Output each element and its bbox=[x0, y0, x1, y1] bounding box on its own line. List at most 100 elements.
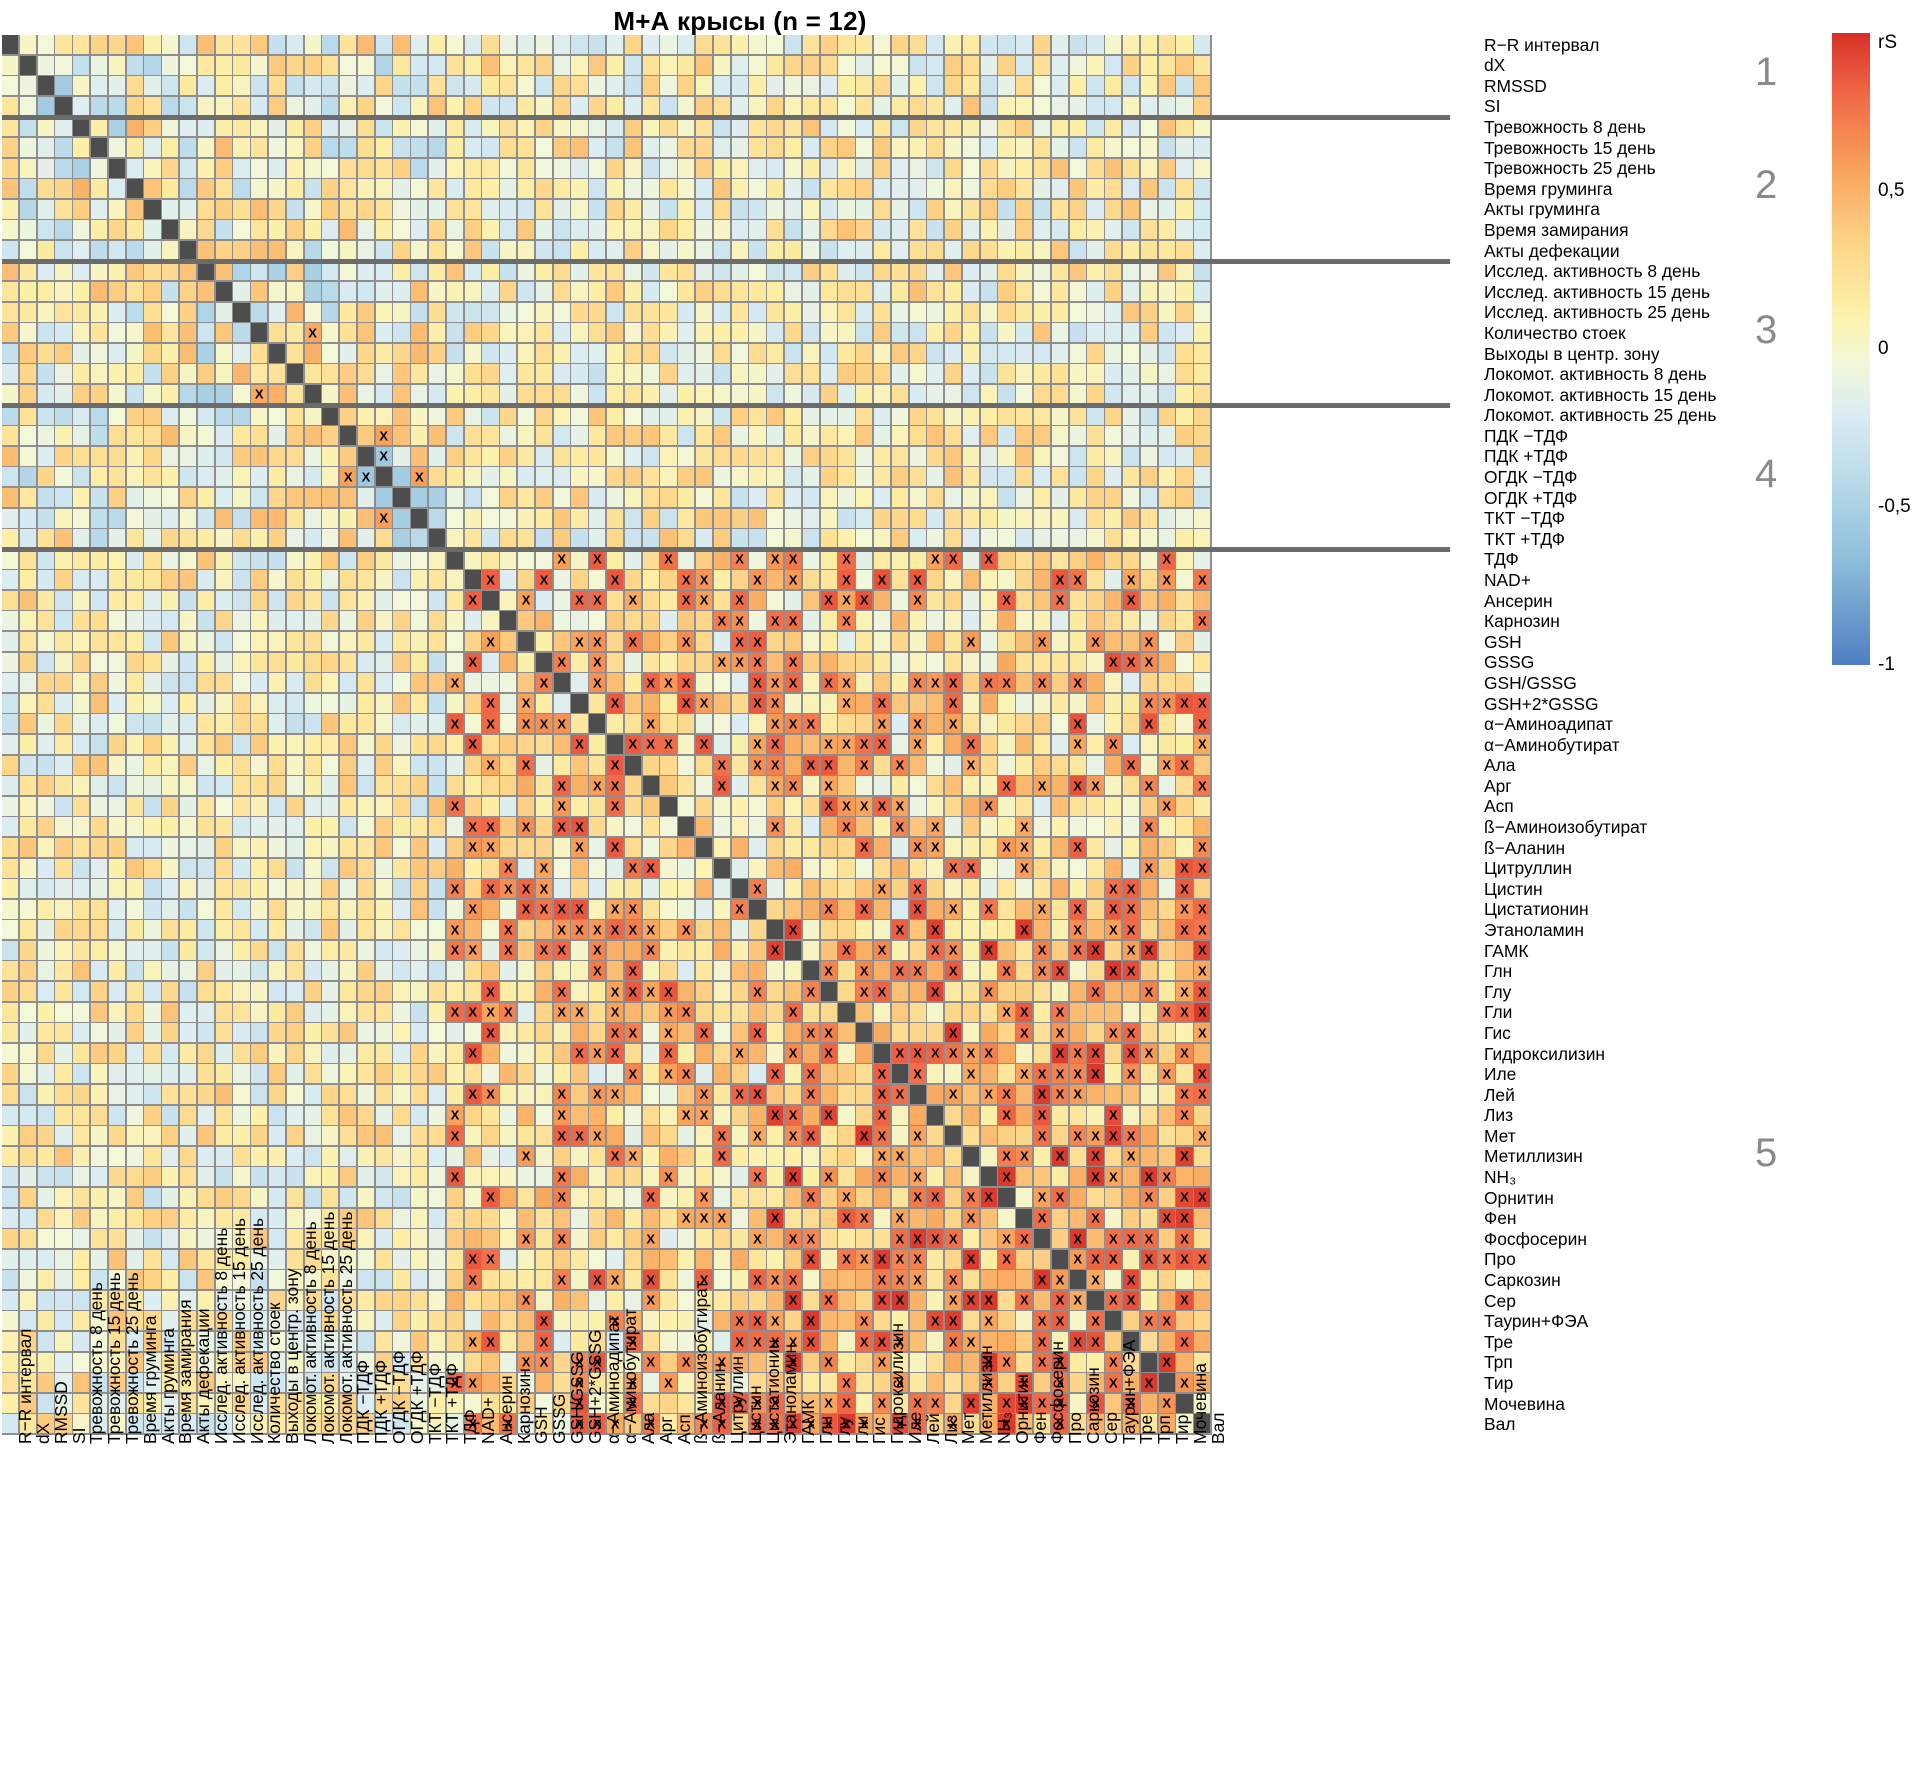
heatmap-cell: X bbox=[1051, 590, 1069, 610]
heatmap-cell bbox=[126, 158, 143, 178]
heatmap-cell: X bbox=[1034, 1311, 1051, 1331]
heatmap-cell bbox=[90, 1064, 108, 1084]
heatmap-cell bbox=[838, 158, 855, 178]
heatmap-cell bbox=[1176, 1270, 1193, 1290]
heatmap-cell bbox=[429, 1043, 446, 1063]
heatmap-cell bbox=[162, 76, 179, 96]
heatmap-cell bbox=[144, 96, 161, 116]
heatmap-cell bbox=[55, 405, 72, 425]
heatmap-cell bbox=[1105, 240, 1122, 260]
heatmap-cell bbox=[998, 220, 1015, 240]
heatmap-cell: X bbox=[518, 879, 535, 899]
heatmap-cell bbox=[197, 426, 214, 446]
heatmap-cell bbox=[322, 343, 339, 363]
heatmap-cell bbox=[429, 1167, 446, 1187]
heatmap-cell bbox=[215, 755, 232, 775]
heatmap-cell: X bbox=[873, 570, 891, 590]
heatmap-cell: X bbox=[1034, 940, 1051, 960]
significance-marker: X bbox=[539, 860, 549, 876]
heatmap-cell bbox=[464, 1352, 481, 1372]
significance-marker: X bbox=[486, 1251, 495, 1267]
significance-marker: X bbox=[468, 1004, 478, 1020]
heatmap-cell bbox=[233, 858, 250, 878]
heatmap-cell bbox=[286, 76, 303, 96]
heatmap-cell bbox=[215, 1146, 232, 1166]
heatmap-cell bbox=[304, 343, 321, 363]
heatmap-cell bbox=[251, 261, 268, 281]
heatmap-cell bbox=[90, 240, 108, 260]
heatmap-cell bbox=[1158, 940, 1175, 960]
heatmap-cell bbox=[55, 1270, 72, 1290]
significance-marker: X bbox=[646, 922, 655, 938]
heatmap-cell bbox=[215, 364, 232, 384]
heatmap-cell bbox=[642, 508, 659, 528]
heatmap-cell bbox=[411, 1332, 428, 1352]
heatmap-cell bbox=[607, 405, 624, 425]
heatmap-cell bbox=[749, 96, 766, 116]
heatmap-cell bbox=[37, 1332, 54, 1352]
heatmap-cell: X bbox=[464, 1043, 481, 1063]
heatmap-cell bbox=[411, 1290, 428, 1310]
heatmap-cell bbox=[19, 1270, 36, 1290]
significance-marker: X bbox=[1180, 1334, 1189, 1350]
heatmap-cell bbox=[1087, 446, 1104, 466]
heatmap-cell bbox=[1158, 529, 1175, 549]
heatmap-cell bbox=[1158, 982, 1175, 1002]
heatmap-cell bbox=[1140, 879, 1157, 899]
heatmap-cell bbox=[731, 261, 748, 281]
heatmap-cell bbox=[1158, 220, 1175, 240]
heatmap-cell bbox=[19, 1126, 36, 1146]
heatmap-cell bbox=[233, 1146, 250, 1166]
heatmap-cell bbox=[945, 590, 962, 610]
heatmap-cell: X bbox=[1087, 1126, 1104, 1146]
heatmap-cell bbox=[464, 796, 481, 816]
heatmap-cell bbox=[482, 261, 499, 281]
heatmap-cell bbox=[304, 714, 321, 734]
heatmap-cell bbox=[1123, 364, 1140, 384]
heatmap-cell bbox=[2, 55, 19, 75]
heatmap-cell bbox=[624, 343, 641, 363]
heatmap-cell: X bbox=[571, 1043, 588, 1063]
heatmap-cell: X bbox=[660, 549, 677, 569]
heatmap-cell bbox=[1176, 179, 1193, 199]
heatmap-cell bbox=[767, 1229, 784, 1249]
heatmap-cell bbox=[1105, 1002, 1122, 1022]
heatmap-cell bbox=[927, 323, 944, 343]
significance-marker: X bbox=[735, 1313, 744, 1329]
heatmap-cell bbox=[642, 240, 659, 260]
heatmap-cell bbox=[945, 405, 962, 425]
heatmap-cell bbox=[1069, 240, 1086, 260]
heatmap-cell bbox=[55, 652, 72, 672]
heatmap-cell bbox=[998, 96, 1015, 116]
heatmap-cell bbox=[179, 1023, 197, 1043]
heatmap-cell bbox=[767, 1290, 784, 1310]
heatmap-cell bbox=[322, 1332, 339, 1352]
significance-marker: X bbox=[1162, 1066, 1172, 1082]
heatmap-cell bbox=[927, 776, 944, 796]
heatmap-cell bbox=[73, 879, 90, 899]
heatmap-cell bbox=[108, 343, 125, 363]
heatmap-cell bbox=[429, 982, 446, 1002]
heatmap-cell bbox=[215, 879, 232, 899]
heatmap-cell bbox=[126, 117, 143, 137]
heatmap-cell bbox=[802, 1002, 819, 1022]
heatmap-cell bbox=[749, 405, 766, 425]
heatmap-cell bbox=[1140, 796, 1157, 816]
heatmap-cell bbox=[2, 426, 19, 446]
significance-marker: X bbox=[1126, 881, 1136, 897]
heatmap-cell bbox=[357, 961, 375, 981]
heatmap-cell bbox=[393, 735, 410, 754]
heatmap-cell: X bbox=[589, 652, 606, 672]
heatmap-cell bbox=[802, 240, 819, 260]
heatmap-cell bbox=[1105, 96, 1122, 116]
heatmap-cell bbox=[393, 940, 410, 960]
heatmap-cell bbox=[144, 1002, 161, 1022]
heatmap-cell bbox=[784, 405, 802, 425]
heatmap-cell: X bbox=[589, 940, 606, 960]
heatmap-cell: X bbox=[1176, 1105, 1193, 1125]
heatmap-cell bbox=[126, 1105, 143, 1125]
heatmap-cell bbox=[980, 117, 997, 137]
heatmap-cell bbox=[749, 343, 766, 363]
heatmap-cell bbox=[784, 467, 802, 487]
heatmap-cell bbox=[179, 632, 197, 652]
